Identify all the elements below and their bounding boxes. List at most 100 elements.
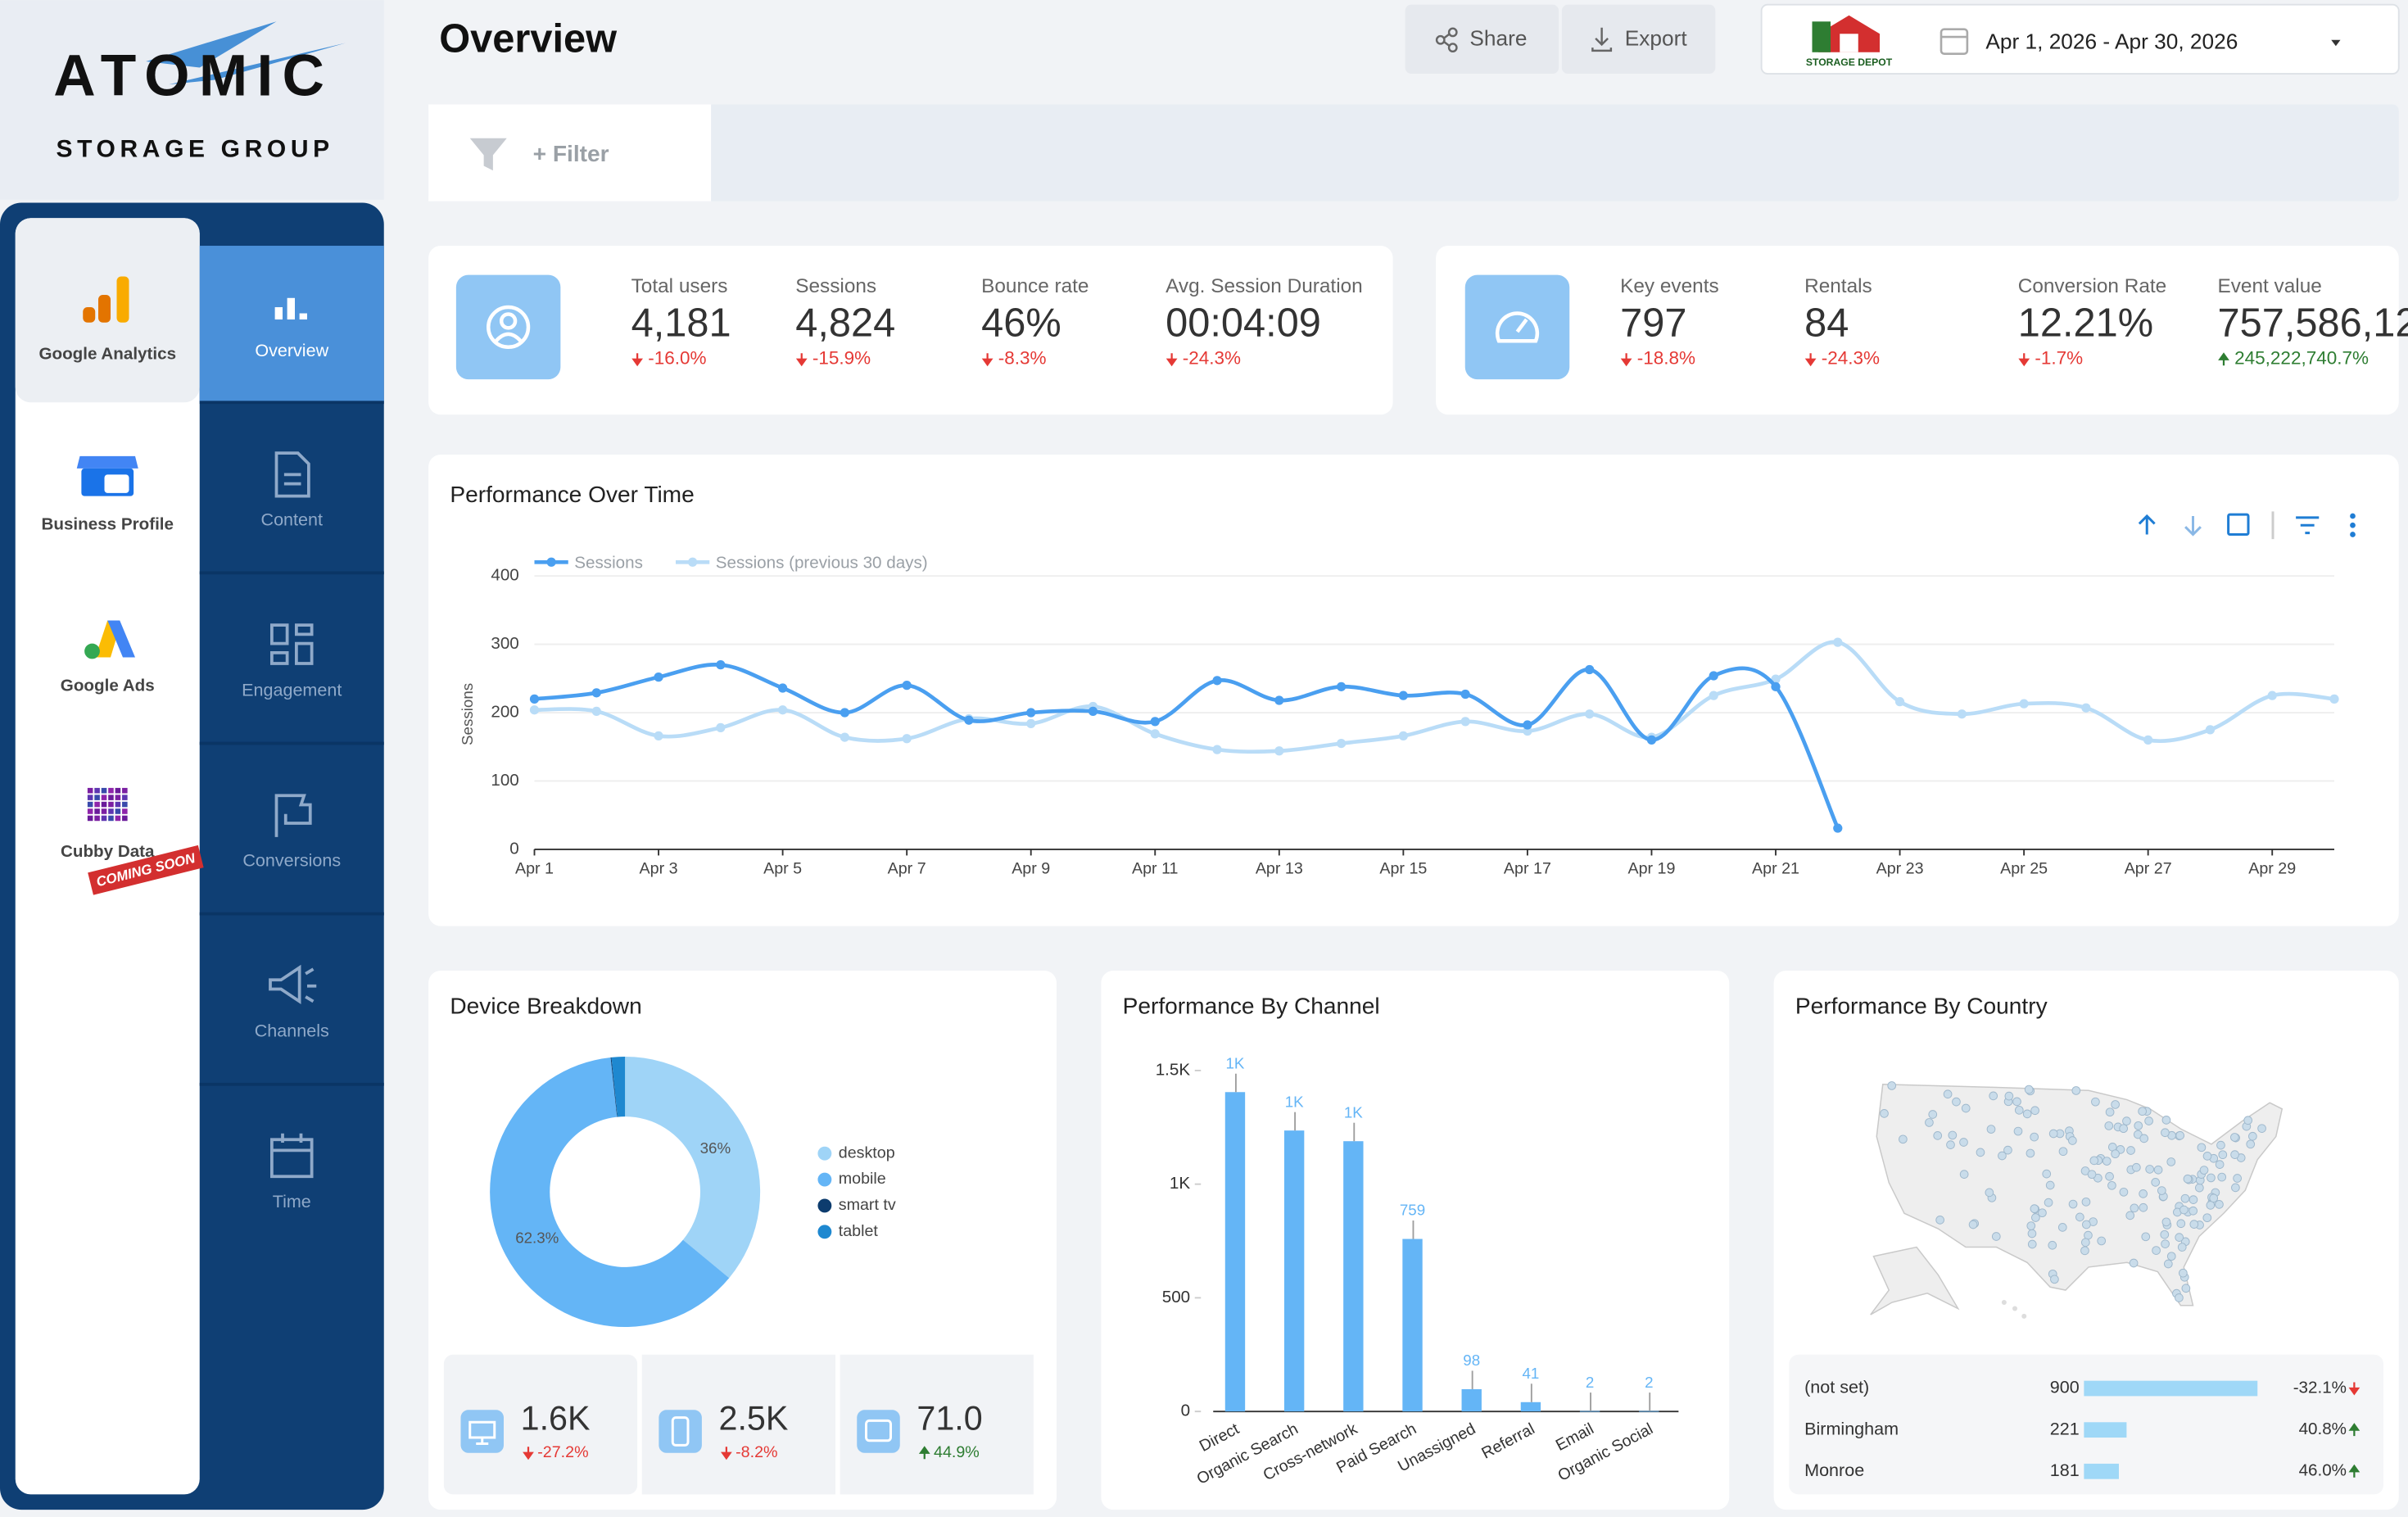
sidebar-items: Google Analytics Business Profile Google A… xyxy=(38,276,384,1211)
value-label: 2 xyxy=(1645,1374,1653,1391)
share-button[interactable] xyxy=(1405,4,1559,75)
map-dot xyxy=(2057,1223,2067,1232)
map-dot xyxy=(2130,1203,2139,1213)
dropdown-caret[interactable] xyxy=(2331,39,2341,47)
series-point xyxy=(902,734,912,744)
series-point xyxy=(1274,746,1284,756)
map-dot xyxy=(2071,1086,2081,1095)
map-dot xyxy=(2209,1193,2219,1203)
filter-label: + Filter xyxy=(533,141,609,166)
map-dot xyxy=(1946,1140,1955,1149)
map-dot xyxy=(2217,1172,2227,1182)
x-tick-label: Apr 9 xyxy=(1012,859,1050,877)
trend-arrow xyxy=(523,1447,534,1460)
legend-label: Sessions (previous 30 days) xyxy=(716,554,928,573)
y-tick-label: 200 xyxy=(491,702,518,721)
map-dot xyxy=(2230,1133,2239,1142)
source-label[interactable]: Google Ads xyxy=(61,677,155,695)
source-label[interactable]: Google Analytics xyxy=(38,345,176,364)
chart-toolbar[interactable] xyxy=(2138,511,2356,540)
map-dot xyxy=(2233,1174,2242,1183)
page-label[interactable]: Overview xyxy=(255,340,328,360)
map-dot xyxy=(2161,1128,2170,1138)
map-dot xyxy=(2175,1130,2185,1140)
map-dot xyxy=(2183,1174,2193,1184)
x-tick-label: Apr 27 xyxy=(2125,859,2172,877)
share-icon xyxy=(1435,27,1458,53)
value-label: 1K xyxy=(1344,1103,1363,1121)
stat-icon xyxy=(460,1410,504,1453)
kpi-card xyxy=(428,246,1393,415)
page-label[interactable]: Channels xyxy=(255,1021,329,1041)
brand-tagline: STORAGE GROUP xyxy=(56,136,333,163)
page-label[interactable]: Engagement xyxy=(242,679,342,700)
kpi-label: Bounce rate xyxy=(981,275,1089,297)
series-point xyxy=(840,708,850,718)
map-dot xyxy=(2125,1211,2135,1220)
page-label[interactable]: Content xyxy=(261,509,323,529)
stat-icon-glyph xyxy=(671,1416,690,1447)
page-icon-bar xyxy=(299,313,307,320)
series-point xyxy=(654,672,663,682)
badge-ribbon xyxy=(88,845,204,895)
row-change: 40.8% xyxy=(2299,1420,2347,1438)
date-range: Apr 1, 2026 - Apr 30, 2026 xyxy=(1985,29,2238,53)
map-dot xyxy=(2111,1100,2120,1109)
kpi-change: 245,222,740.7% xyxy=(2234,348,2369,369)
x-tick-label: Apr 13 xyxy=(1256,859,1303,877)
date-picker[interactable] xyxy=(1760,3,2400,75)
row-bar xyxy=(2084,1380,2258,1397)
map-shape xyxy=(1870,1246,1960,1315)
share-label: Share xyxy=(1469,26,1527,51)
map-dot xyxy=(2161,1217,2171,1227)
map-dot xyxy=(2202,1152,2212,1161)
series-point xyxy=(1398,691,1408,700)
legend-swatch xyxy=(817,1198,832,1213)
filter-box[interactable] xyxy=(428,104,712,202)
map-dot xyxy=(2105,1107,2115,1117)
x-tick-label: Apr 7 xyxy=(888,859,926,877)
cubby-icon xyxy=(94,795,100,800)
page-label[interactable]: Conversions xyxy=(242,850,341,871)
filter-icon xyxy=(469,138,507,171)
map-shape xyxy=(2021,1313,2027,1319)
filter-bar xyxy=(428,104,2399,202)
bar xyxy=(1224,1092,1246,1412)
trend-arrow xyxy=(721,1447,732,1460)
map-dot xyxy=(2027,1239,2037,1249)
export-button[interactable] xyxy=(1561,4,1716,75)
cubby-icon xyxy=(101,815,107,822)
kpi-value: 12.21% xyxy=(2018,301,2153,345)
calendar-icon xyxy=(1940,28,1969,55)
cubby-icon xyxy=(108,808,114,814)
row-bar xyxy=(2084,1422,2127,1438)
legend-label: desktop xyxy=(839,1143,895,1162)
kpi-value: 4,181 xyxy=(631,301,731,345)
series-point xyxy=(777,705,788,715)
map-dot xyxy=(2246,1139,2256,1149)
source-label[interactable]: Business Profile xyxy=(42,515,174,534)
legend-label: tablet xyxy=(839,1222,879,1240)
series-point xyxy=(1709,671,1718,681)
cubby-icon xyxy=(94,787,100,794)
map-dot xyxy=(2027,1229,2037,1239)
kpi-value: 46% xyxy=(981,301,1061,345)
map-dot xyxy=(2202,1213,2212,1223)
kpi-value: 757,586,12 xyxy=(2218,301,2408,345)
map-dot xyxy=(2030,1132,2039,1142)
map-dot xyxy=(2134,1121,2143,1130)
page-label[interactable]: Time xyxy=(273,1191,311,1211)
map-dot xyxy=(2215,1160,2225,1169)
stat-icon-glyph xyxy=(468,1420,496,1446)
slice-label: 62.3% xyxy=(515,1229,559,1247)
bar xyxy=(1520,1402,1541,1412)
page-icon xyxy=(270,1133,314,1179)
map-dot xyxy=(1880,1109,1889,1118)
page-icon-bar xyxy=(287,297,295,320)
source-label[interactable]: Cubby Data xyxy=(61,842,155,861)
bar xyxy=(1402,1239,1423,1412)
legend-swatch xyxy=(817,1146,832,1161)
user-icon xyxy=(487,305,531,350)
y-tick-label: 500 xyxy=(1162,1288,1190,1306)
legend-label: Sessions xyxy=(574,554,643,573)
